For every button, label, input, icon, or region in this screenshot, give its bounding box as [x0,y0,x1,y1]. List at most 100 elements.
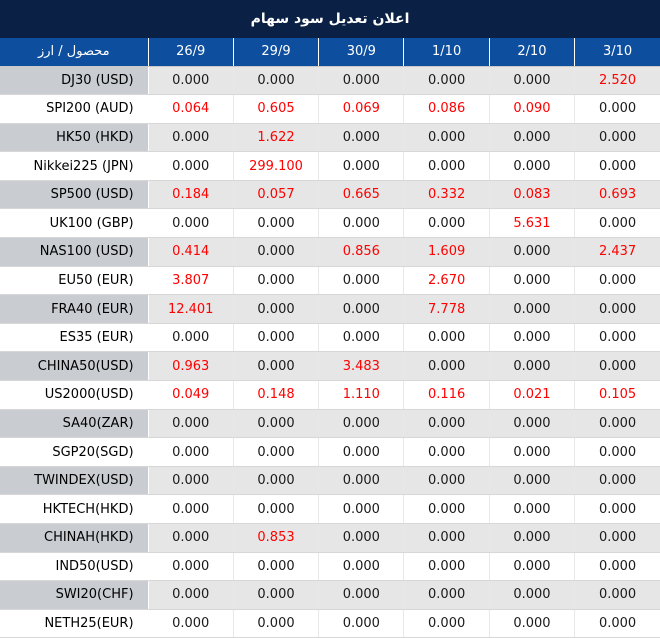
dividend-value: 0.000 [574,123,660,153]
dividend-value: 0.000 [489,580,576,610]
dividend-value: 0.000 [489,323,576,353]
dividend-value: 0.000 [489,237,576,267]
dividend-value: 0.000 [148,66,234,96]
dividend-value: 0.184 [148,180,234,210]
instrument-label: HKTECH(HKD) [0,494,149,524]
dividend-value: 0.000 [318,208,405,239]
dividend-value: 0.000 [403,466,490,496]
column-header-d2[interactable]: 29/9 [233,38,320,67]
instrument-label: UK100 (GBP) [0,208,149,239]
table-row[interactable]: SP500 (USD) 0.184 0.057 0.665 0.332 0.083 0.69… [0,180,660,210]
dividend-value: 0.000 [233,208,320,239]
table-row[interactable]: TWINDEX(USD) 0.000 0.000 0.000 0.000 0.000 0.0… [0,466,660,496]
column-header-d4[interactable]: 1/10 [403,38,490,67]
table-row[interactable]: NETH25(EUR) 0.000 0.000 0.000 0.000 0.000 0.00… [0,609,660,638]
dividend-value: 0.000 [148,123,234,153]
dividend-value: 0.000 [318,494,405,524]
instrument-label: Nikkei225 (JPN) [0,151,149,181]
dividend-value: 0.090 [489,94,576,124]
dividend-value: 0.000 [233,609,320,638]
table-row[interactable]: CHINAH(HKD) 0.000 0.853 0.000 0.000 0.000 0.00… [0,523,660,553]
dividend-value: 0.000 [489,409,576,439]
dividend-value: 0.000 [489,552,576,582]
column-header-d1[interactable]: 26/9 [148,38,234,67]
table-row[interactable]: ES35 (EUR) 0.000 0.000 0.000 0.000 0.000 0.000 [0,323,660,353]
dividend-value: 0.000 [403,580,490,610]
dividend-value: 2.670 [403,266,490,296]
dividend-value: 0.000 [574,494,660,524]
table-row[interactable]: CHINA50(USD) 0.963 0.000 3.483 0.000 0.000 0.0… [0,351,660,382]
dividend-value: 0.000 [233,351,320,382]
dividend-value: 0.000 [148,208,234,239]
instrument-label: ES35 (EUR) [0,323,149,353]
dividend-value: 0.000 [489,151,576,181]
dividend-value: 0.000 [233,494,320,524]
dividend-value: 0.000 [489,294,576,324]
table-row[interactable]: HKTECH(HKD) 0.000 0.000 0.000 0.000 0.000 0.00… [0,494,660,524]
instrument-label: DJ30 (USD) [0,66,149,96]
dividend-value: 0.332 [403,180,490,210]
table-row[interactable]: US2000(USD) 0.049 0.148 1.110 0.116 0.021 0.10… [0,380,660,410]
dividend-value: 0.069 [318,94,405,124]
column-header-d3[interactable]: 30/9 [318,38,405,67]
dividend-value: 0.000 [403,552,490,582]
dividend-value: 0.000 [233,266,320,296]
instrument-label: CHINA50(USD) [0,351,149,382]
dividend-value: 0.000 [403,609,490,638]
dividend-value: 0.963 [148,351,234,382]
column-header-label[interactable]: محصول / ارز [0,38,149,67]
dividend-value: 0.000 [318,466,405,496]
dividend-value: 0.000 [574,294,660,324]
dividend-value: 0.000 [148,580,234,610]
dividend-value: 0.021 [489,380,576,410]
column-header-d6[interactable]: 3/10 [574,38,660,67]
dividend-value: 0.000 [318,66,405,96]
table-row[interactable]: SA40(ZAR) 0.000 0.000 0.000 0.000 0.000 0.000 [0,409,660,439]
table-row[interactable]: Nikkei225 (JPN) 0.000 299.100 0.000 0.000 0.0… [0,151,660,181]
dividend-value: 0.000 [318,523,405,553]
dividend-value: 0.000 [148,523,234,553]
dividend-value: 0.000 [489,466,576,496]
table-row[interactable]: NAS100 (USD) 0.414 0.000 0.856 1.609 0.000 2.4… [0,237,660,267]
instrument-label: SA40(ZAR) [0,409,149,439]
table-row[interactable]: EU50 (EUR) 3.807 0.000 0.000 2.670 0.000 0.000 [0,266,660,296]
table-row[interactable]: UK100 (GBP) 0.000 0.000 0.000 0.000 5.631 0.00… [0,208,660,239]
dividend-value: 0.000 [233,409,320,439]
table-row[interactable]: SPI200 (AUD) 0.064 0.605 0.069 0.086 0.090 0.0… [0,94,660,124]
instrument-label: NETH25(EUR) [0,609,149,638]
table-row[interactable]: HK50 (HKD) 0.000 1.622 0.000 0.000 0.000 0.000 [0,123,660,153]
instrument-label: HK50 (HKD) [0,123,149,153]
dividend-value: 0.000 [148,151,234,181]
dividend-value: 0.000 [489,66,576,96]
dividend-value: 2.520 [574,66,660,96]
dividend-value: 0.000 [574,94,660,124]
column-header-d5[interactable]: 2/10 [489,38,576,67]
table-row[interactable]: FRA40 (EUR) 12.401 0.000 0.000 7.778 0.000 0.0… [0,294,660,324]
table-row[interactable]: IND50(USD) 0.000 0.000 0.000 0.000 0.000 0.000 [0,552,660,582]
dividend-value: 0.000 [148,437,234,467]
dividend-value: 0.000 [403,437,490,467]
dividend-value: 0.000 [233,466,320,496]
dividend-value: 12.401 [148,294,234,324]
dividend-value: 0.064 [148,94,234,124]
dividend-value: 3.483 [318,351,405,382]
dividend-value: 0.000 [148,466,234,496]
dividend-value: 0.000 [318,609,405,638]
dividend-value: 0.000 [403,494,490,524]
table-row[interactable]: DJ30 (USD) 0.000 0.000 0.000 0.000 0.000 2.520 [0,66,660,96]
dividend-value: 0.000 [574,580,660,610]
dividend-value: 2.437 [574,237,660,267]
dividend-value: 0.000 [574,266,660,296]
dividend-value: 0.000 [403,409,490,439]
dividend-table: محصول / ارز 26/9 29/9 30/9 1/10 2/10 3/10 DJ30… [0,38,660,638]
dividend-value: 0.000 [148,494,234,524]
dividend-value: 0.000 [489,266,576,296]
dividend-value: 0.000 [403,523,490,553]
dividend-value: 0.000 [403,66,490,96]
table-row[interactable]: SGP20(SGD) 0.000 0.000 0.000 0.000 0.000 0.000 [0,437,660,467]
table-row[interactable]: SWI20(CHF) 0.000 0.000 0.000 0.000 0.000 0.000 [0,580,660,610]
dividend-value: 0.000 [233,294,320,324]
dividend-value: 0.105 [574,380,660,410]
dividend-value: 0.049 [148,380,234,410]
dividend-value: 0.000 [148,409,234,439]
